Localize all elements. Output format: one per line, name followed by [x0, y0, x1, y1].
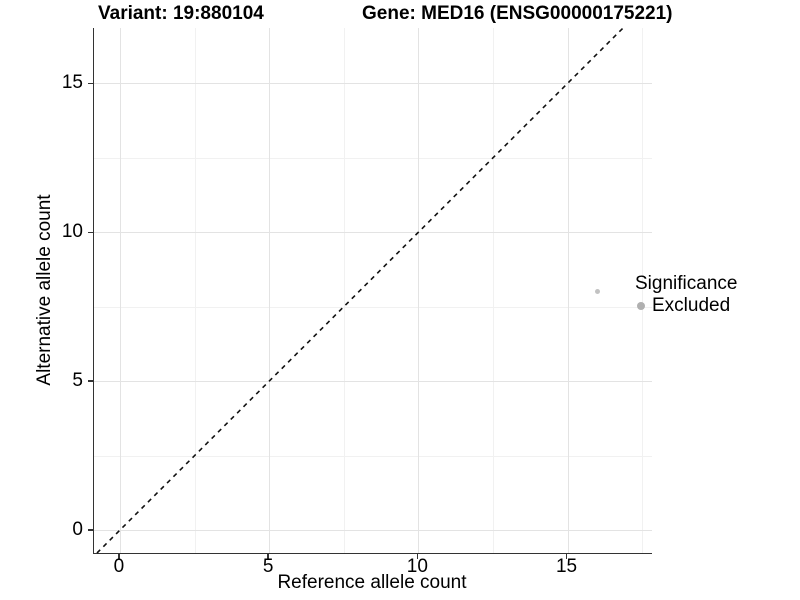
- x-tick-mark: [565, 554, 568, 559]
- y-tick-mark: [88, 529, 93, 531]
- variant-title: Variant: 19:880104: [98, 3, 264, 24]
- y-tick-label: 0: [72, 519, 83, 541]
- data-point: [594, 289, 600, 295]
- excluded-point-icon: [637, 301, 645, 310]
- y-tick-mark: [88, 380, 93, 382]
- legend-item-label: Excluded: [652, 295, 731, 316]
- y-tick-label: 15: [61, 72, 83, 94]
- y-axis-title: Alternative allele count: [34, 194, 55, 386]
- y-tick-mark: [88, 231, 93, 234]
- legend-title: Significance: [635, 273, 738, 294]
- x-tick-label: 0: [113, 556, 125, 577]
- y-tick-label: 5: [72, 370, 83, 392]
- x-tick-mark: [267, 554, 269, 559]
- x-tick-label: 5: [262, 556, 274, 577]
- legend: Significance Excluded: [635, 273, 737, 316]
- y-tick-label: 10: [61, 221, 83, 243]
- x-tick-mark: [416, 554, 419, 559]
- x-axis-title: Reference allele count: [277, 572, 467, 593]
- identity-reference-line: [96, 27, 624, 554]
- x-tick-mark: [118, 554, 120, 559]
- gene-title: Gene: MED16 (ENSG00000175221): [362, 3, 673, 24]
- legend-item-excluded: Excluded: [637, 295, 737, 316]
- plot-panel: [93, 27, 652, 554]
- y-tick-mark: [88, 82, 93, 85]
- x-tick-label: 15: [555, 556, 578, 577]
- x-tick-label: 10: [406, 556, 428, 577]
